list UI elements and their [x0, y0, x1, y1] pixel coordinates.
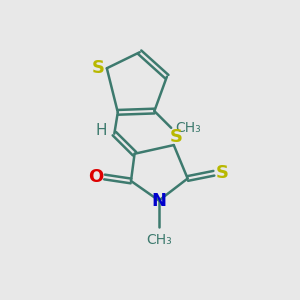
Text: CH₃: CH₃: [146, 233, 172, 247]
Text: O: O: [88, 168, 104, 186]
Text: S: S: [170, 128, 183, 146]
Text: CH₃: CH₃: [176, 121, 201, 135]
Text: S: S: [216, 164, 229, 182]
Text: S: S: [92, 59, 105, 77]
Text: H: H: [95, 123, 107, 138]
Text: N: N: [152, 192, 166, 210]
